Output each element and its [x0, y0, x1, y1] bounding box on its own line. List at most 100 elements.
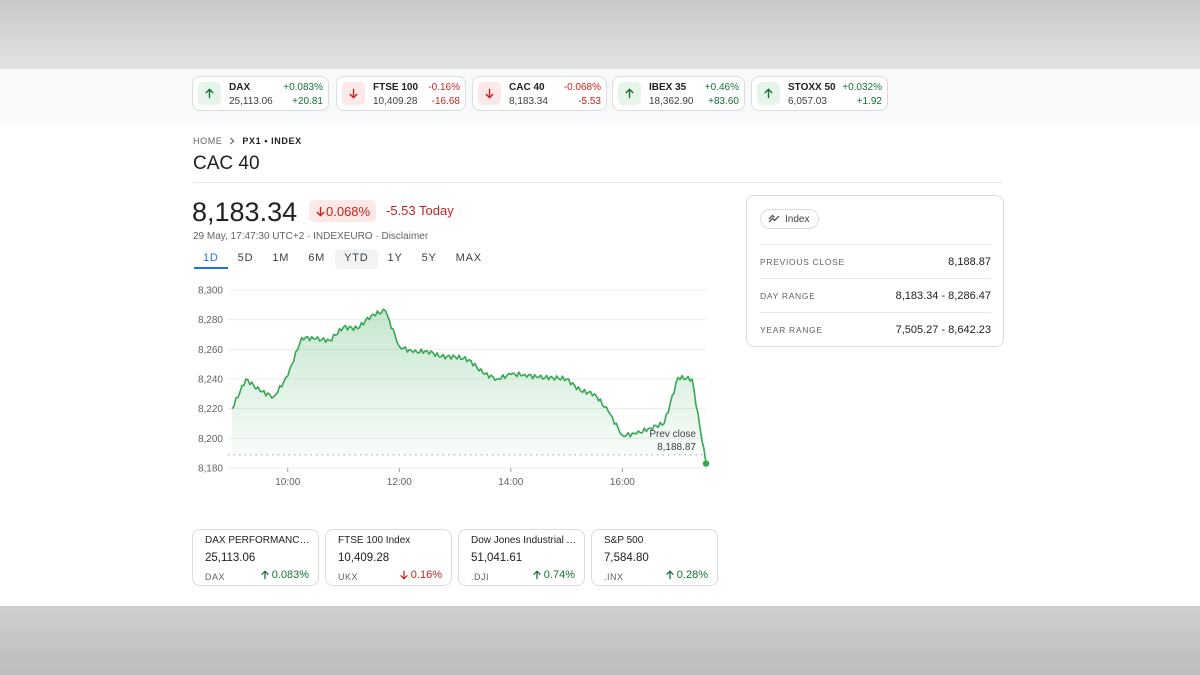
- breadcrumb: HOME PX1 • INDEX: [193, 136, 302, 146]
- arrow-down-icon: [485, 88, 494, 99]
- stat-label: YEAR RANGE: [760, 324, 823, 335]
- y-tick-label: 8,300: [198, 286, 223, 297]
- arrow-up-icon: [260, 570, 269, 580]
- x-tick-label: 10:00: [275, 477, 300, 488]
- compare-symbol: DAX: [205, 572, 226, 582]
- compare-card-inx[interactable]: S&P 500 7,584.80 .INX 0.28%: [591, 529, 718, 586]
- index-chip[interactable]: Index: [760, 209, 820, 229]
- compare-card-ukx[interactable]: FTSE 100 Index 10,409.28 UKX 0.16%: [325, 529, 452, 586]
- breadcrumb-current: PX1 • INDEX: [242, 136, 302, 146]
- ticker-change: -16.68: [431, 96, 460, 107]
- ticker-arrow-box: [342, 82, 365, 105]
- compare-change: 0.16%: [399, 569, 442, 581]
- ticker-card-dax[interactable]: DAX 25,113.06 +0.083% +20.81: [192, 76, 329, 111]
- ticker-card-ibex-35[interactable]: IBEX 35 18,362.90 +0.46% +83.60: [612, 76, 745, 111]
- pct-change-badge: 0.068%: [309, 200, 377, 222]
- ticker-change: -5.53: [578, 96, 601, 107]
- market-ticker-strip: DAX 25,113.06 +0.083% +20.81 FTSE 100 10,409.…: [0, 69, 1200, 123]
- price-chart: 8,300 8,280 8,260 8,240 8,220 8,200 8,180 10:00…: [192, 281, 722, 497]
- arrow-down-icon: [400, 570, 408, 580]
- stat-label: DAY RANGE: [760, 290, 816, 301]
- y-tick-label: 8,240: [198, 375, 223, 386]
- ticker-pct: +0.46%: [704, 82, 739, 93]
- ticker-card-stoxx-50[interactable]: STOXX 50 6,057.03 +0.032% +1.92: [751, 76, 888, 111]
- compare-name: DAX PERFORMANCE-INDEX: [205, 535, 313, 546]
- bottom-backdrop: [0, 606, 1200, 675]
- x-tick-label: 12:00: [387, 477, 412, 488]
- ticker-arrow-box: [478, 82, 501, 105]
- y-tick-label: 8,180: [198, 464, 223, 475]
- ticker-arrow-box: [198, 82, 221, 105]
- range-tab-6m[interactable]: 6M: [308, 252, 326, 264]
- stat-row-previous-close: PREVIOUS CLOSE 8,188.87: [760, 244, 991, 278]
- ticker-value: 10,409.28: [373, 96, 418, 107]
- stat-row-day-range: DAY RANGE 8,183.34 - 8,286.47: [760, 278, 991, 312]
- compare-change-value: 0.083%: [271, 569, 309, 581]
- stat-value: 8,188.87: [948, 255, 991, 268]
- range-tab-1d[interactable]: 1D: [194, 249, 228, 269]
- ticker-value: 25,113.06: [229, 96, 273, 107]
- arrow-up-icon: [625, 88, 634, 99]
- chevron-right-icon: [230, 137, 235, 145]
- x-tick-label: 14:00: [498, 477, 523, 488]
- compare-change-value: 0.28%: [676, 569, 708, 581]
- compare-change: 0.74%: [532, 569, 575, 581]
- range-tabs: 1D 5D 1M 6M YTD 1Y 5Y MAX: [194, 249, 492, 269]
- ticker-name: FTSE 100: [373, 82, 419, 93]
- x-tick-label: 16:00: [610, 477, 635, 488]
- compare-value: 7,584.80: [604, 552, 649, 564]
- arrow-up-icon: [764, 88, 773, 99]
- stat-value: 8,183.34 - 8,286.47: [895, 289, 991, 302]
- range-tab-5d[interactable]: 5D: [237, 252, 254, 264]
- ticker-arrow-box: [618, 82, 641, 105]
- range-tab-1y[interactable]: 1Y: [387, 252, 403, 264]
- ticker-name: DAX: [229, 82, 251, 93]
- compare-card-dji[interactable]: Dow Jones Industrial Average 51,041.61 .DJ…: [458, 529, 585, 586]
- arrow-up-icon: [666, 570, 674, 580]
- arrow-down-icon: [349, 88, 358, 99]
- y-tick-label: 8,220: [198, 404, 223, 415]
- ticker-card-cac-40[interactable]: CAC 40 8,183.34 -0.068% -5.53: [472, 76, 607, 111]
- title-divider: [193, 182, 1003, 183]
- range-tab-ytd[interactable]: YTD: [335, 249, 378, 269]
- ticker-name: CAC 40: [509, 82, 545, 93]
- ticker-pct: +0.083%: [283, 82, 323, 93]
- compare-symbol: .DJI: [471, 572, 490, 582]
- compare-change: 0.28%: [665, 569, 708, 581]
- stat-row-year-range: YEAR RANGE 7,505.27 - 8,642.23: [760, 312, 991, 346]
- price-area-fill: [232, 309, 706, 464]
- ticker-pct: +0.032%: [842, 82, 882, 93]
- compare-symbol: .INX: [604, 572, 624, 582]
- quote-meta: 29 May, 17:47:30 UTC+2 · INDEXEURO · Dis…: [193, 231, 429, 242]
- range-tab-max[interactable]: MAX: [455, 252, 482, 264]
- arrow-up-icon: [205, 88, 214, 99]
- change-today: -5.53 Today: [386, 203, 454, 218]
- page-title: CAC 40: [193, 153, 260, 174]
- compare-symbol: UKX: [338, 572, 359, 582]
- breadcrumb-home[interactable]: HOME: [193, 136, 223, 146]
- compare-value: 25,113.06: [205, 552, 256, 564]
- index-chip-label: Index: [785, 213, 810, 225]
- ticker-change: +1.92: [856, 96, 882, 107]
- compare-name: FTSE 100 Index: [338, 535, 411, 546]
- ticker-change: +20.81: [292, 96, 323, 107]
- compare-name: Dow Jones Industrial Average: [471, 535, 579, 546]
- ticker-card-ftse-100[interactable]: FTSE 100 10,409.28 -0.16% -16.68: [336, 76, 466, 111]
- range-tab-1m[interactable]: 1M: [272, 252, 290, 264]
- compare-change-value: 0.16%: [410, 569, 442, 581]
- y-tick-label: 8,200: [198, 434, 223, 445]
- compare-value: 10,409.28: [338, 552, 390, 564]
- arrow-down-icon: [316, 206, 325, 217]
- pct-change-value: 0.068%: [326, 203, 371, 219]
- compare-change-value: 0.74%: [543, 569, 575, 581]
- compare-name: S&P 500: [604, 535, 644, 546]
- prev-close-label: Prev close: [649, 429, 696, 440]
- range-tab-5y[interactable]: 5Y: [421, 252, 437, 264]
- ticker-arrow-box: [757, 82, 780, 105]
- ticker-name: STOXX 50: [788, 82, 836, 93]
- stat-value: 7,505.27 - 8,642.23: [895, 323, 991, 336]
- finance-page: DAX 25,113.06 +0.083% +20.81 FTSE 100 10,409.…: [0, 69, 1200, 606]
- compare-card-dax[interactable]: DAX PERFORMANCE-INDEX 25,113.06 DAX 0.083%: [192, 529, 319, 586]
- arrow-up-icon: [533, 570, 541, 580]
- current-price: 8,183.34: [192, 197, 298, 227]
